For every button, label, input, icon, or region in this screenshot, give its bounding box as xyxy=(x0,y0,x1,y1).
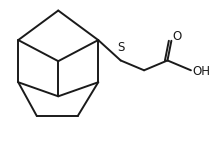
Text: O: O xyxy=(173,30,182,43)
Text: S: S xyxy=(117,41,124,54)
Text: OH: OH xyxy=(193,65,211,78)
